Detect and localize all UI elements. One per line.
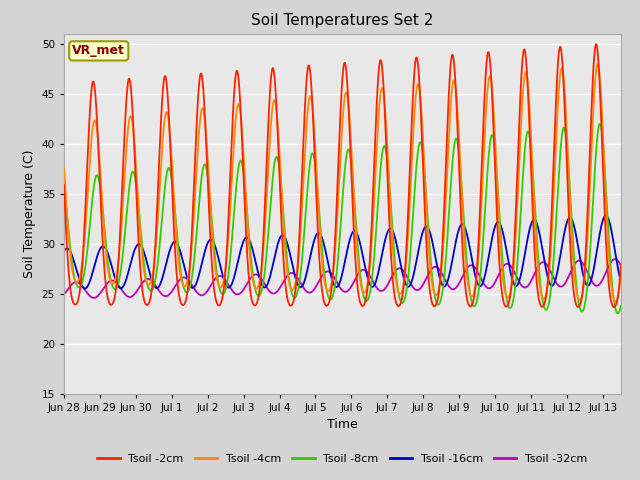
Y-axis label: Soil Temperature (C): Soil Temperature (C) xyxy=(23,149,36,278)
Legend: Tsoil -2cm, Tsoil -4cm, Tsoil -8cm, Tsoil -16cm, Tsoil -32cm: Tsoil -2cm, Tsoil -4cm, Tsoil -8cm, Tsoi… xyxy=(93,450,592,468)
X-axis label: Time: Time xyxy=(327,418,358,431)
Text: VR_met: VR_met xyxy=(72,44,125,58)
Title: Soil Temperatures Set 2: Soil Temperatures Set 2 xyxy=(252,13,433,28)
